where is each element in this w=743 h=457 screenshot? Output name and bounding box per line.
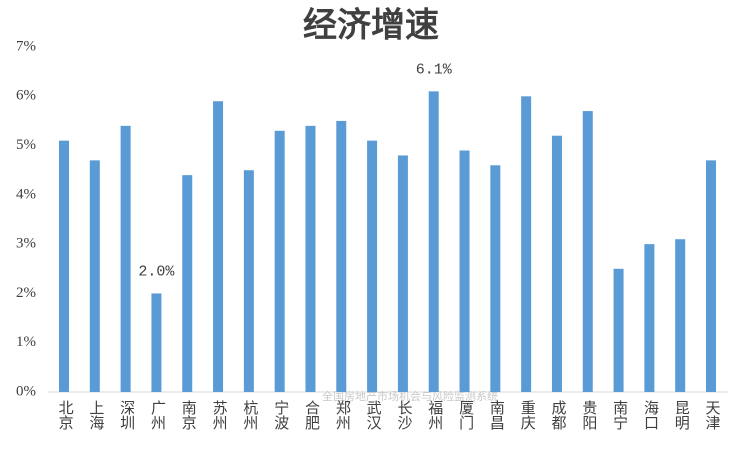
x-tick-label: 上海 — [87, 400, 104, 430]
x-tick-label: 苏州 — [211, 400, 228, 430]
x-tick-label: 北京 — [57, 400, 74, 431]
bar — [428, 91, 439, 392]
y-tick-label: 1% — [16, 334, 36, 350]
bar — [705, 160, 716, 392]
bar — [521, 96, 532, 393]
value-label: 6.1% — [416, 61, 453, 78]
bar — [120, 125, 131, 392]
bar — [151, 293, 162, 392]
x-tick-label: 海口 — [642, 400, 659, 430]
chart-title: 经济增速 — [303, 6, 439, 46]
y-tick-label: 6% — [16, 88, 36, 104]
x-tick-label: 厦门 — [457, 400, 474, 431]
bar — [243, 170, 254, 392]
value-label: 2.0% — [138, 263, 175, 280]
x-tick-label: 南昌 — [488, 400, 505, 430]
bar — [551, 135, 562, 392]
x-tick-label: 郑州 — [334, 400, 351, 430]
x-tick-label: 合肥 — [303, 400, 320, 431]
y-tick-label: 0% — [16, 383, 36, 399]
watermark: 全国房地产市场机会与风险监测系统 — [322, 389, 498, 403]
x-tick-label: 贵阳 — [580, 400, 597, 430]
bar — [305, 125, 316, 392]
bar — [675, 239, 686, 392]
bar — [644, 244, 655, 392]
x-tick-label: 杭州 — [241, 400, 257, 430]
x-tick-label: 天津 — [704, 400, 721, 430]
bar — [490, 165, 501, 392]
bar — [459, 150, 470, 392]
x-tick-label: 武汉 — [365, 400, 382, 430]
bar — [59, 140, 70, 392]
bar — [397, 155, 408, 392]
x-tick-label: 长沙 — [395, 400, 412, 430]
x-tick-label: 广州 — [149, 400, 166, 430]
y-tick-label: 4% — [16, 186, 36, 202]
x-tick-label: 深圳 — [118, 400, 135, 430]
bar — [367, 140, 378, 392]
y-tick-label: 7% — [16, 38, 36, 54]
y-tick-label: 2% — [16, 285, 36, 301]
bar — [336, 120, 347, 392]
x-tick-label: 福州 — [426, 400, 443, 430]
bar — [213, 101, 224, 392]
x-tick-label: 成都 — [550, 400, 567, 430]
bar — [582, 111, 593, 393]
x-tick-label: 昆明 — [673, 400, 689, 431]
x-tick-label: 南宁 — [611, 400, 628, 430]
bar — [613, 268, 624, 392]
bar — [182, 175, 193, 392]
bar — [274, 130, 285, 393]
bar — [89, 160, 100, 392]
y-tick-label: 3% — [16, 236, 36, 252]
x-tick-label: 宁波 — [272, 400, 289, 430]
x-tick-label: 重庆 — [519, 400, 536, 430]
y-tick-label: 5% — [16, 137, 36, 153]
x-tick-label: 南京 — [180, 400, 197, 431]
